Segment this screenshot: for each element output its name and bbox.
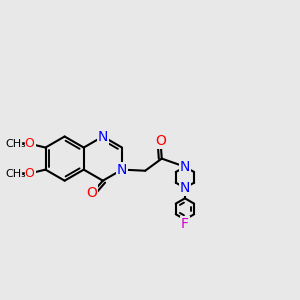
Text: O: O [25, 137, 34, 150]
Text: F: F [181, 217, 189, 231]
Text: O: O [86, 186, 97, 200]
Text: CH₃: CH₃ [6, 139, 26, 148]
Text: O: O [25, 167, 34, 180]
Text: N: N [180, 181, 190, 195]
Text: CH₃: CH₃ [6, 169, 26, 178]
Text: N: N [180, 160, 190, 174]
Text: O: O [155, 134, 166, 148]
Text: N: N [117, 163, 127, 177]
Text: N: N [98, 130, 108, 143]
